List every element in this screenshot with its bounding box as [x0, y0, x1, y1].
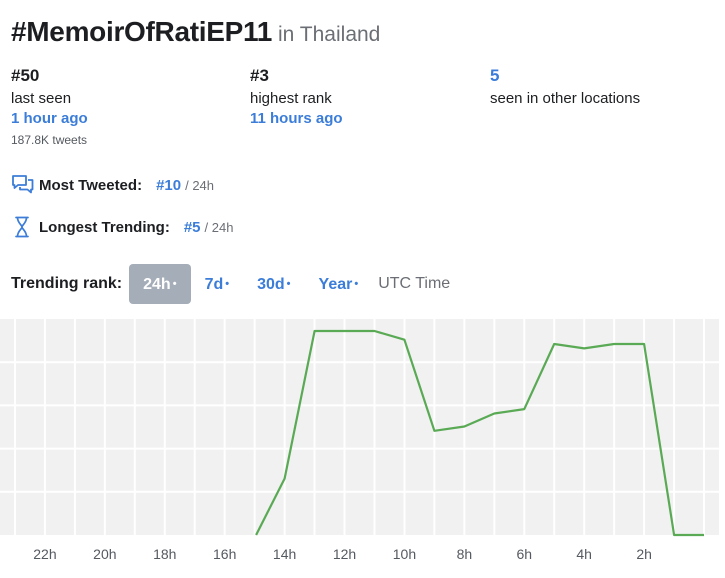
hashtag-title: #MemoirOfRatiEP11	[11, 16, 272, 47]
x-tick-label: 6h	[516, 546, 532, 562]
chart-grid-horizontal	[0, 361, 719, 493]
highest-rank-time[interactable]: 11 hours ago	[250, 110, 343, 127]
tweet-count: 187.8K tweets	[11, 133, 88, 147]
most-tweeted-label: Most Tweeted:	[39, 176, 143, 194]
utc-time-toggle[interactable]: UTC Time	[378, 275, 451, 292]
x-tick-label: 2h	[636, 546, 652, 562]
most-tweeted-period: / 24h	[185, 177, 215, 193]
longest-trending-label: Longest Trending:	[39, 218, 170, 236]
highest-rank: #3	[250, 66, 269, 85]
tab-year-dot: •	[354, 278, 359, 290]
chart-plot-area	[0, 319, 719, 535]
tab-24h-label: 24h	[143, 276, 171, 293]
tab-7d-label: 7d	[204, 276, 224, 293]
x-tick-label: 18h	[153, 546, 176, 562]
x-tick-label: 14h	[273, 546, 296, 562]
rank-series-line	[255, 329, 704, 537]
current-rank-label: last seen	[11, 90, 72, 107]
tab-30d-dot: •	[286, 278, 291, 290]
x-tick-label: 10h	[393, 546, 416, 562]
current-rank: #50	[11, 66, 40, 85]
longest-trending-rank[interactable]: #5	[183, 218, 201, 236]
tab-7d[interactable]: 7d •	[191, 264, 244, 304]
highest-rank-label: highest rank	[250, 90, 332, 107]
stat-highest: #3 highest rank 11 hours ago	[250, 66, 343, 128]
x-tick-label: 20h	[93, 546, 116, 562]
other-locations-count[interactable]: 5	[490, 66, 500, 85]
trending-rank-chart: 22h 20h 18h 16h 14h 12h 10h 8h 6h 4h 2h	[0, 319, 719, 562]
trending-rank-label: Trending rank:	[11, 275, 123, 292]
longest-trending-row: Longest Trending: #5 / 24h	[11, 215, 233, 239]
tab-year[interactable]: Year •	[305, 264, 373, 304]
x-tick-label: 4h	[576, 546, 592, 562]
most-tweeted-row: Most Tweeted: #10 / 24h	[11, 173, 214, 197]
chat-bubbles-icon	[11, 173, 35, 197]
chart-grid-vertical	[13, 319, 706, 535]
longest-trending-period: / 24h	[204, 219, 234, 235]
x-tick-label: 8h	[457, 546, 473, 562]
stat-other-locations: 5 seen in other locations	[490, 66, 640, 110]
tab-year-label: Year	[318, 276, 353, 293]
most-tweeted-rank[interactable]: #10	[156, 176, 182, 194]
hourglass-icon	[11, 215, 35, 239]
x-tick-label: 16h	[213, 546, 236, 562]
location-label: in Thailand	[278, 23, 381, 46]
x-tick-label: 22h	[33, 546, 56, 562]
tab-30d[interactable]: 30d •	[243, 264, 304, 304]
x-axis-tick-labels: 22h 20h 18h 16h 14h 12h 10h 8h 6h 4h 2h	[33, 546, 652, 562]
title-row: #MemoirOfRatiEP11 in Thailand	[11, 16, 380, 48]
stat-current: #50 last seen 1 hour ago 187.8K tweets	[11, 66, 88, 147]
last-seen-time[interactable]: 1 hour ago	[11, 110, 88, 127]
tab-30d-label: 30d	[257, 276, 285, 293]
x-tick-label: 12h	[333, 546, 356, 562]
trending-rank-tabs: Trending rank: 24h • 7d • 30d • Year • UTC T…	[11, 264, 450, 304]
other-locations-label: seen in other locations	[490, 90, 641, 107]
tab-24h[interactable]: 24h •	[129, 264, 191, 304]
tab-24h-dot: •	[172, 278, 177, 290]
tab-7d-dot: •	[225, 278, 230, 290]
